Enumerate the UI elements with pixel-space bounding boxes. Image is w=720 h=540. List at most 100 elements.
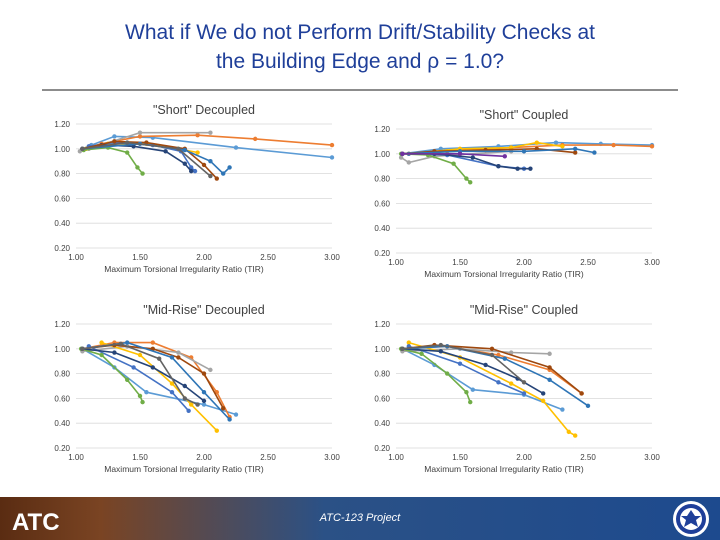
series-point xyxy=(221,171,226,176)
series-point xyxy=(560,144,565,149)
series-point xyxy=(135,165,140,170)
series-point xyxy=(611,142,616,148)
series-point xyxy=(496,164,501,169)
series-point xyxy=(99,340,104,345)
x-tick-label: 1.00 xyxy=(68,253,84,262)
series-point xyxy=(496,352,501,358)
x-tick-label: 1.50 xyxy=(452,258,468,267)
series-point xyxy=(534,140,539,145)
chart-short-coupled: "Short" Coupled 0.20 0.40 0.60 0.80 1.00 1.20 1… xyxy=(360,103,690,298)
series-point xyxy=(560,407,565,412)
y-tick-label: 0.40 xyxy=(54,219,70,228)
series-point xyxy=(125,150,130,155)
series-point xyxy=(214,176,219,181)
y-tick-label: 0.80 xyxy=(54,370,70,379)
series-line-9 xyxy=(402,344,525,383)
series-point xyxy=(195,402,200,407)
y-tick-label: 0.60 xyxy=(54,194,70,203)
series-point xyxy=(140,399,145,405)
series-line-1 xyxy=(82,341,231,418)
chart-midrise-coupled: "Mid-Rise" Coupled 0.20 0.40 0.60 0.80 1.00 1.… xyxy=(360,298,690,493)
series-point xyxy=(502,154,507,159)
series-point xyxy=(406,160,411,165)
x-tick-label: 2.50 xyxy=(260,253,276,262)
chart-title: "Short" Decoupled xyxy=(153,103,255,117)
series-point xyxy=(112,134,117,139)
slide-title-line1: What if We do not Perform Drift/Stabilit… xyxy=(125,21,595,44)
series-line-6 xyxy=(402,152,531,170)
series-point xyxy=(438,342,443,348)
series-point xyxy=(208,367,213,373)
series-point xyxy=(521,391,527,396)
dhs-seal-icon xyxy=(673,501,709,537)
series-point xyxy=(140,171,145,176)
series-point xyxy=(125,377,130,382)
y-tick-label: 0.40 xyxy=(374,419,390,428)
series-point xyxy=(201,390,207,395)
series-point xyxy=(186,408,191,413)
series-point xyxy=(131,365,136,370)
x-tick-label: 3.00 xyxy=(324,253,340,262)
series-line-7 xyxy=(402,344,583,395)
series-point xyxy=(329,155,335,160)
x-tick-label: 3.00 xyxy=(644,453,660,462)
series-point xyxy=(400,346,405,351)
chart-short-decoupled: "Short" Decoupled 0.20 0.40 0.60 0.80 1.00 1.2… xyxy=(40,98,370,293)
y-tick-label: 0.80 xyxy=(374,175,390,184)
y-tick-label: 0.40 xyxy=(54,419,70,428)
y-tick-label: 1.20 xyxy=(374,125,390,134)
series-point xyxy=(541,391,546,396)
series-point xyxy=(419,351,424,356)
series-point xyxy=(468,180,473,185)
y-tick-label: 0.80 xyxy=(54,170,70,179)
series-point xyxy=(157,356,162,361)
series-point xyxy=(400,151,405,156)
series-point xyxy=(150,340,155,345)
series-point xyxy=(80,346,85,351)
series-point xyxy=(502,356,507,361)
series-point xyxy=(201,398,207,404)
series-point xyxy=(489,352,495,358)
slide-title-line2: the Building Edge and ρ = 1.0? xyxy=(215,50,505,73)
x-tick-label: 1.50 xyxy=(452,453,468,462)
y-tick-label: 0.40 xyxy=(374,224,390,233)
x-tick-label: 3.00 xyxy=(324,453,340,462)
series-point xyxy=(547,377,552,382)
series-point xyxy=(649,144,655,149)
x-axis-label: Maximum Torsional Irregularity Ratio (TI… xyxy=(104,464,264,474)
series-point xyxy=(214,428,219,433)
series-point xyxy=(521,380,527,385)
series-point xyxy=(221,406,226,411)
series-point xyxy=(496,380,501,385)
series-point xyxy=(227,417,232,422)
series-point xyxy=(176,355,181,360)
x-tick-label: 2.00 xyxy=(516,258,532,267)
x-tick-label: 1.00 xyxy=(388,258,404,267)
x-axis-label: Maximum Torsional Irregularity Ratio (TI… xyxy=(424,464,584,474)
x-tick-label: 2.50 xyxy=(260,453,276,462)
y-tick-label: 1.00 xyxy=(374,150,390,159)
series-point xyxy=(176,350,181,355)
x-tick-label: 2.00 xyxy=(196,253,212,262)
series-point xyxy=(547,365,552,370)
series-point xyxy=(468,399,473,405)
atc-logo-text: ATC xyxy=(12,509,60,534)
x-tick-label: 1.00 xyxy=(388,453,404,462)
chart-midrise-decoupled: "Mid-Rise" Decoupled 0.20 0.40 0.60 0.80 1.00… xyxy=(40,298,370,493)
series-point xyxy=(118,341,124,347)
series-point xyxy=(438,349,443,354)
series-point xyxy=(406,340,411,345)
series-point xyxy=(112,139,117,144)
chart-svg-3: "Mid-Rise" Coupled 0.20 0.40 0.60 0.80 1.00 1.… xyxy=(374,303,660,474)
series-point xyxy=(566,429,571,435)
y-tick-label: 0.60 xyxy=(374,394,390,403)
series-line-7 xyxy=(82,140,218,180)
series-line-9 xyxy=(82,141,211,177)
series-point xyxy=(125,140,130,145)
series-point xyxy=(150,346,155,351)
y-tick-label: 1.00 xyxy=(54,345,70,354)
series-point xyxy=(144,390,149,395)
series-point xyxy=(201,371,207,376)
footer-gradient xyxy=(0,497,720,540)
title-divider xyxy=(42,89,678,91)
